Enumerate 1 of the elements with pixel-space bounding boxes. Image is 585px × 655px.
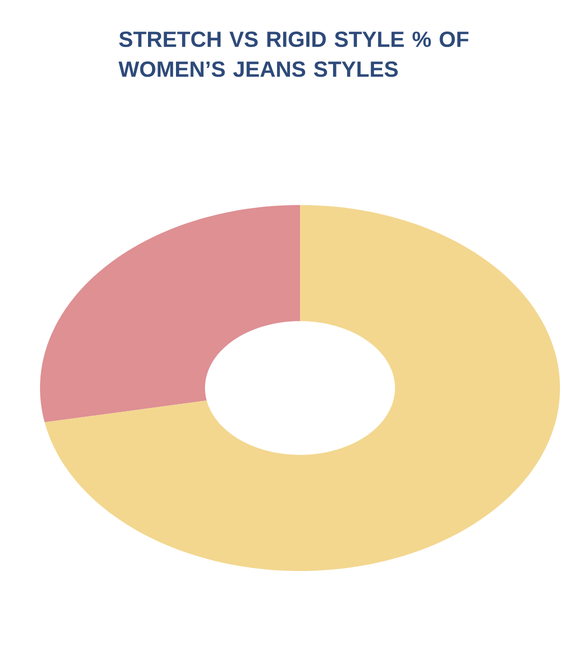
chart-title: STRETCH VS RIGID STYLE % OF WOMEN’S JEANS STYLES bbox=[118, 32, 468, 77]
